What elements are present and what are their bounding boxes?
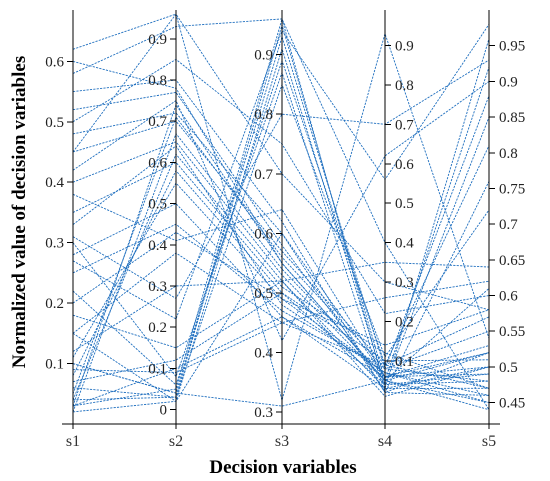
- tick-label-s1-5: 0.6: [45, 54, 64, 70]
- tick-label-s3-0: 0.3: [254, 405, 273, 421]
- tick-label-s1-3: 0.4: [45, 175, 64, 191]
- category-label-s5: s5: [482, 433, 496, 450]
- data-polyline-17: [72, 91, 490, 386]
- tick-label-s4-0: 0.1: [395, 354, 414, 370]
- data-polyline-31: [72, 232, 490, 413]
- tick-label-s2-9: 0.9: [148, 32, 167, 48]
- data-polyline-6: [72, 182, 490, 396]
- data-polyline-28: [72, 292, 490, 386]
- data-polyline-19: [72, 120, 490, 366]
- data-polyline-7: [72, 17, 490, 407]
- tick-label-s4-5: 0.6: [395, 157, 414, 173]
- category-label-s4: s4: [378, 433, 392, 450]
- data-polyline-10: [72, 47, 490, 403]
- data-polyline-21: [72, 161, 490, 389]
- tick-label-s5-10: 0.95: [499, 39, 525, 55]
- tick-label-s2-8: 0.8: [148, 73, 167, 89]
- data-polyline-32: [72, 363, 490, 407]
- tick-label-s3-6: 0.9: [254, 48, 273, 64]
- tick-label-s2-5: 0.5: [148, 197, 167, 213]
- tick-label-s5-3: 0.6: [499, 289, 518, 305]
- tick-label-s5-1: 0.5: [499, 360, 518, 376]
- tick-label-s1-2: 0.3: [45, 236, 64, 252]
- tick-label-s3-5: 0.8: [254, 107, 273, 123]
- data-polyline-8: [72, 23, 490, 398]
- data-polyline-1: [72, 103, 490, 407]
- tick-label-s5-7: 0.8: [499, 146, 518, 162]
- tick-label-s2-7: 0.7: [148, 114, 167, 130]
- x-axis-title: Decision variables: [209, 457, 356, 478]
- tick-label-s1-1: 0.2: [45, 296, 64, 312]
- tick-label-s1-4: 0.5: [45, 115, 64, 131]
- tick-label-s5-4: 0.65: [499, 253, 525, 269]
- tick-label-s2-4: 0.4: [148, 238, 167, 254]
- data-polyline-24: [72, 223, 490, 370]
- tick-label-s5-5: 0.7: [499, 217, 518, 233]
- tick-label-s4-7: 0.8: [395, 78, 414, 94]
- tick-label-s2-1: 0.1: [148, 361, 167, 377]
- data-polyline-16: [72, 79, 490, 396]
- y-axis-title: Normalized value of decision variables: [9, 56, 30, 368]
- category-label-s1: s1: [66, 433, 80, 450]
- tick-label-s4-4: 0.5: [395, 196, 414, 212]
- tick-label-s5-8: 0.85: [499, 110, 525, 126]
- tick-label-s3-4: 0.7: [254, 167, 273, 183]
- data-polyline-9: [72, 35, 490, 394]
- category-labels: s1 s2 s3 s4 s5: [66, 433, 496, 450]
- data-polyline-4: [72, 153, 490, 400]
- tick-label-s4-8: 0.9: [395, 38, 414, 54]
- data-polyline-30: [72, 322, 490, 389]
- tick-label-s3-3: 0.6: [254, 226, 273, 242]
- tick-label-s4-2: 0.3: [395, 275, 414, 291]
- tick-label-s3-1: 0.4: [254, 346, 273, 362]
- tick-label-s5-9: 0.9: [499, 74, 518, 90]
- category-label-s3: s3: [275, 433, 289, 450]
- data-polyline-5: [72, 169, 490, 376]
- axes-layer: 0.1 0.2 0.3 0.4 0.5 0.6 0 0.1 0.2 0.3 0.4 0.5 0.6 0.7…: [45, 10, 525, 429]
- tick-label-s3-2: 0.5: [254, 286, 273, 302]
- data-polyline-27: [72, 261, 490, 352]
- tick-label-s2-2: 0.2: [148, 320, 167, 336]
- tick-label-s4-3: 0.4: [395, 236, 414, 252]
- data-polyline-12: [72, 71, 490, 394]
- tick-label-s1-0: 0.1: [45, 357, 64, 373]
- data-polyline-18: [72, 112, 490, 378]
- tick-label-s2-0: 0: [160, 403, 168, 419]
- tick-label-s5-6: 0.75: [499, 181, 525, 197]
- tick-label-s5-2: 0.55: [499, 324, 525, 340]
- data-polyline-39: [72, 193, 490, 378]
- tick-label-s2-3: 0.3: [148, 279, 167, 295]
- data-polyline-15: [72, 18, 490, 410]
- tick-label-s5-0: 0.45: [499, 396, 525, 412]
- data-polyline-40: [72, 81, 490, 342]
- tick-label-s2-6: 0.6: [148, 155, 167, 171]
- data-polyline-3: [72, 132, 490, 413]
- data-polyline-36: [72, 59, 490, 300]
- data-polyline-29: [72, 316, 490, 407]
- tick-label-s4-1: 0.2: [395, 314, 414, 330]
- data-polyline-34: [72, 58, 490, 315]
- category-label-s2: s2: [169, 433, 183, 450]
- data-polyline-33: [72, 13, 490, 311]
- data-polyline-26: [72, 252, 490, 334]
- tick-label-s4-6: 0.7: [395, 117, 414, 133]
- data-polyline-14: [72, 13, 490, 402]
